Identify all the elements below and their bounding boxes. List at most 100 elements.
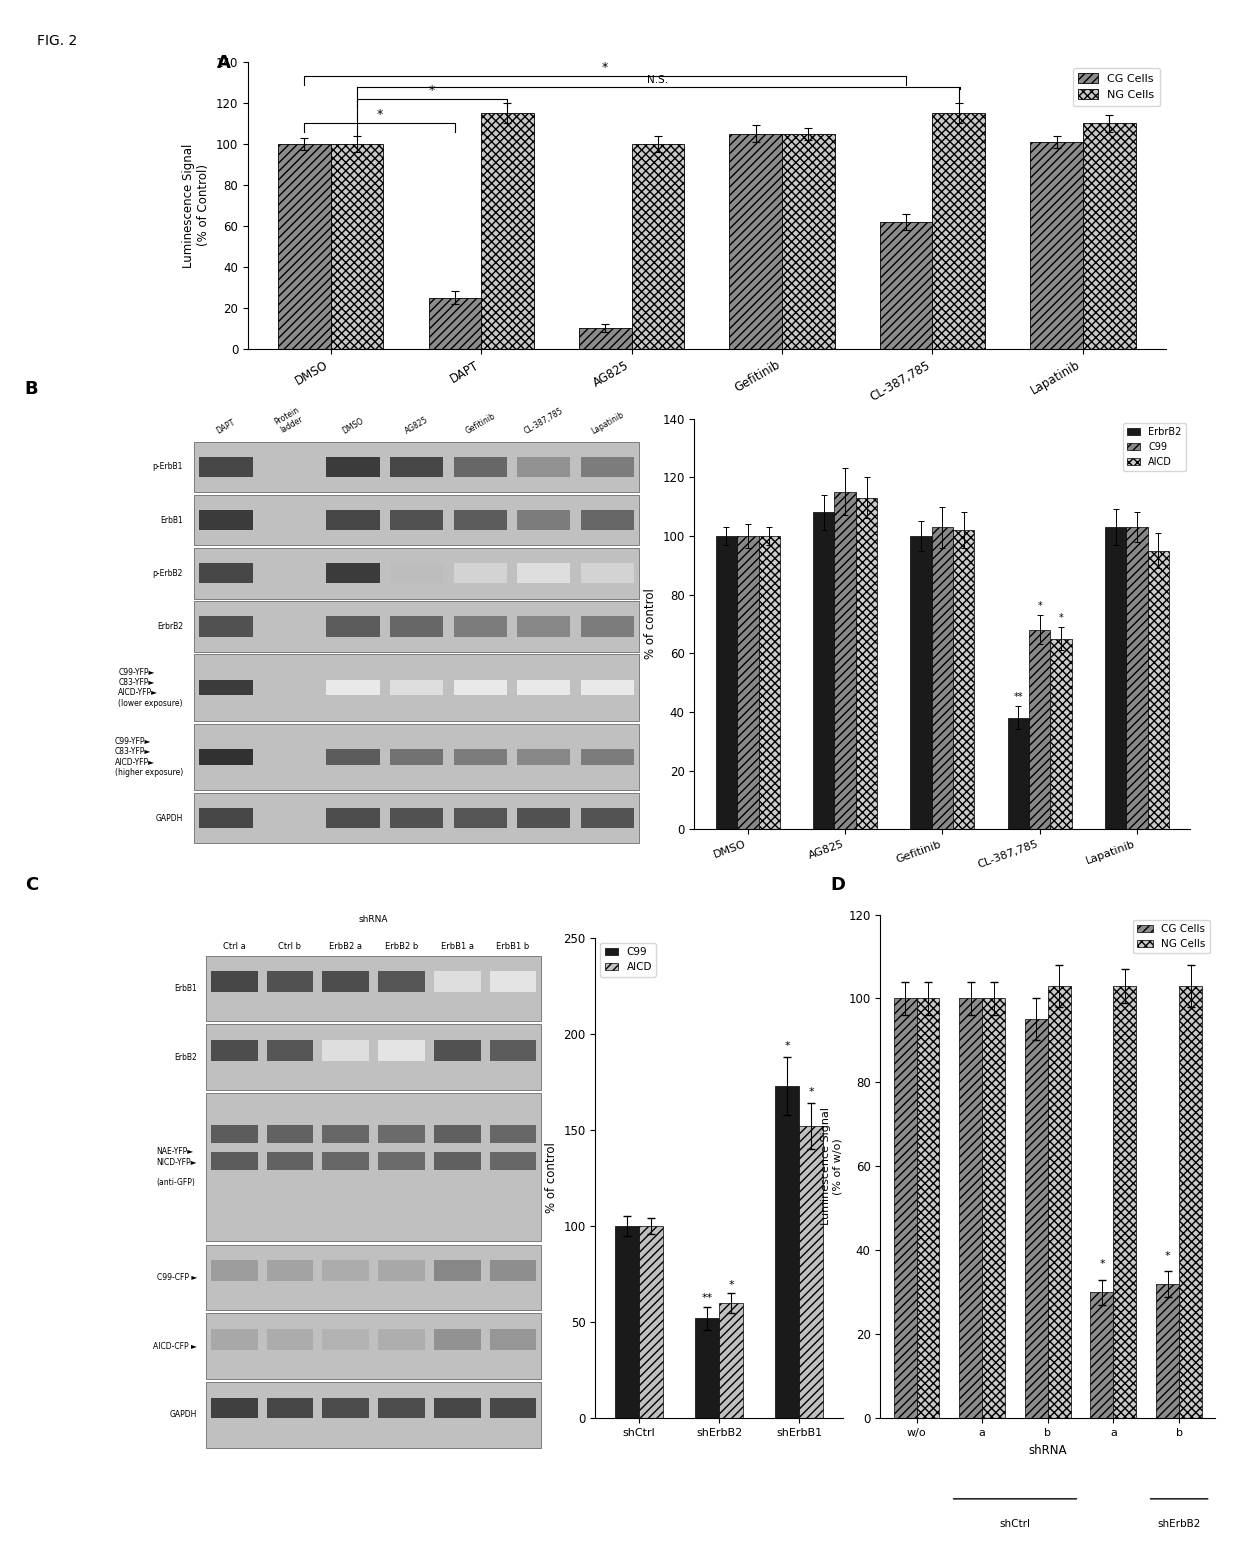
Text: Lapatinib: Lapatinib xyxy=(589,409,625,436)
Bar xyxy=(910,536,931,829)
Text: shErbB2: shErbB2 xyxy=(1157,1519,1200,1528)
Bar xyxy=(719,1304,743,1418)
Bar xyxy=(1114,986,1136,1418)
Bar xyxy=(326,617,379,637)
Bar xyxy=(195,601,639,651)
Text: ErbB1 b: ErbB1 b xyxy=(496,942,529,952)
Bar xyxy=(580,808,634,828)
Bar xyxy=(481,113,533,349)
Bar xyxy=(267,972,314,992)
Bar xyxy=(490,1328,537,1350)
Bar xyxy=(517,457,570,477)
Bar xyxy=(1024,1020,1048,1418)
Bar xyxy=(211,1125,258,1142)
Bar xyxy=(1083,124,1136,349)
Bar xyxy=(378,1125,425,1142)
Bar xyxy=(322,1328,370,1350)
Text: ErbB1: ErbB1 xyxy=(174,984,197,994)
Bar xyxy=(389,563,444,583)
X-axis label: shRNA: shRNA xyxy=(1028,1443,1068,1457)
Text: ErbB1: ErbB1 xyxy=(160,516,182,524)
Bar xyxy=(267,1125,314,1142)
Bar xyxy=(195,724,639,790)
Bar xyxy=(211,1328,258,1350)
Bar xyxy=(378,1260,425,1280)
Bar xyxy=(517,808,570,828)
Bar xyxy=(322,972,370,992)
Text: ErbB1 a: ErbB1 a xyxy=(440,942,474,952)
Bar xyxy=(200,680,253,696)
Text: DAPT: DAPT xyxy=(215,418,237,436)
Bar xyxy=(580,680,634,696)
Bar xyxy=(490,972,537,992)
Text: C99-YFP►
C83-YFP►
AICD-YFP►
(higher exposure): C99-YFP► C83-YFP► AICD-YFP► (higher expo… xyxy=(114,736,182,777)
Bar xyxy=(195,794,639,843)
Bar xyxy=(454,617,507,637)
Bar xyxy=(775,1085,800,1418)
Bar xyxy=(1090,1293,1114,1418)
Text: Gefitinib: Gefitinib xyxy=(464,411,497,436)
Bar xyxy=(378,1398,425,1418)
Bar xyxy=(454,457,507,477)
Text: Protein
ladder: Protein ladder xyxy=(273,406,306,436)
Bar xyxy=(326,510,379,530)
Bar xyxy=(454,680,507,696)
Bar xyxy=(729,133,782,349)
Bar xyxy=(517,617,570,637)
Text: NAE-YFP►
NICD-YFP►

(anti-GFP): NAE-YFP► NICD-YFP► (anti-GFP) xyxy=(156,1147,197,1187)
Y-axis label: % of control: % of control xyxy=(644,589,657,659)
Text: GAPDH: GAPDH xyxy=(155,814,182,823)
Bar xyxy=(631,144,684,349)
Text: Ctrl b: Ctrl b xyxy=(279,942,301,952)
Bar xyxy=(1156,1283,1179,1418)
Bar xyxy=(931,527,954,829)
Bar xyxy=(378,1328,425,1350)
Bar xyxy=(490,1152,537,1170)
Bar xyxy=(389,457,444,477)
Bar xyxy=(378,972,425,992)
Y-axis label: % of control: % of control xyxy=(544,1142,558,1214)
Bar xyxy=(580,510,634,530)
Bar xyxy=(211,1398,258,1418)
Legend: CG Cells, NG Cells: CG Cells, NG Cells xyxy=(1073,68,1161,105)
Text: *: * xyxy=(728,1280,734,1290)
Text: *: * xyxy=(1038,601,1042,611)
Bar xyxy=(517,749,570,764)
Text: ErbB2: ErbB2 xyxy=(174,1052,197,1062)
Bar xyxy=(1147,550,1169,829)
Bar xyxy=(211,1040,258,1060)
Text: *: * xyxy=(1099,1259,1105,1269)
Bar xyxy=(813,513,835,829)
Bar xyxy=(206,1025,541,1090)
Bar xyxy=(782,133,835,349)
Text: ErbB2 b: ErbB2 b xyxy=(384,942,418,952)
Bar xyxy=(960,998,982,1418)
Bar xyxy=(322,1152,370,1170)
Text: *: * xyxy=(429,84,435,96)
Text: **: ** xyxy=(702,1293,713,1304)
Bar xyxy=(211,972,258,992)
Bar xyxy=(580,617,634,637)
Text: *: * xyxy=(785,1042,790,1051)
Bar xyxy=(454,510,507,530)
Bar xyxy=(579,329,631,349)
Text: N.S.: N.S. xyxy=(647,74,668,85)
Bar xyxy=(932,113,985,349)
Bar xyxy=(982,998,1006,1418)
Bar xyxy=(389,680,444,696)
Bar xyxy=(326,680,379,696)
Bar xyxy=(1008,718,1029,829)
Bar xyxy=(639,1226,663,1418)
Text: *: * xyxy=(1188,944,1193,955)
Bar xyxy=(738,536,759,829)
Bar xyxy=(1030,143,1083,349)
Text: Ctrl a: Ctrl a xyxy=(223,942,246,952)
Bar xyxy=(490,1040,537,1060)
Bar xyxy=(326,808,379,828)
Bar xyxy=(615,1226,639,1418)
Text: *: * xyxy=(808,1088,813,1097)
Bar xyxy=(490,1260,537,1280)
Bar xyxy=(195,494,639,546)
Text: C: C xyxy=(25,876,38,894)
Text: DMSO: DMSO xyxy=(341,417,366,436)
